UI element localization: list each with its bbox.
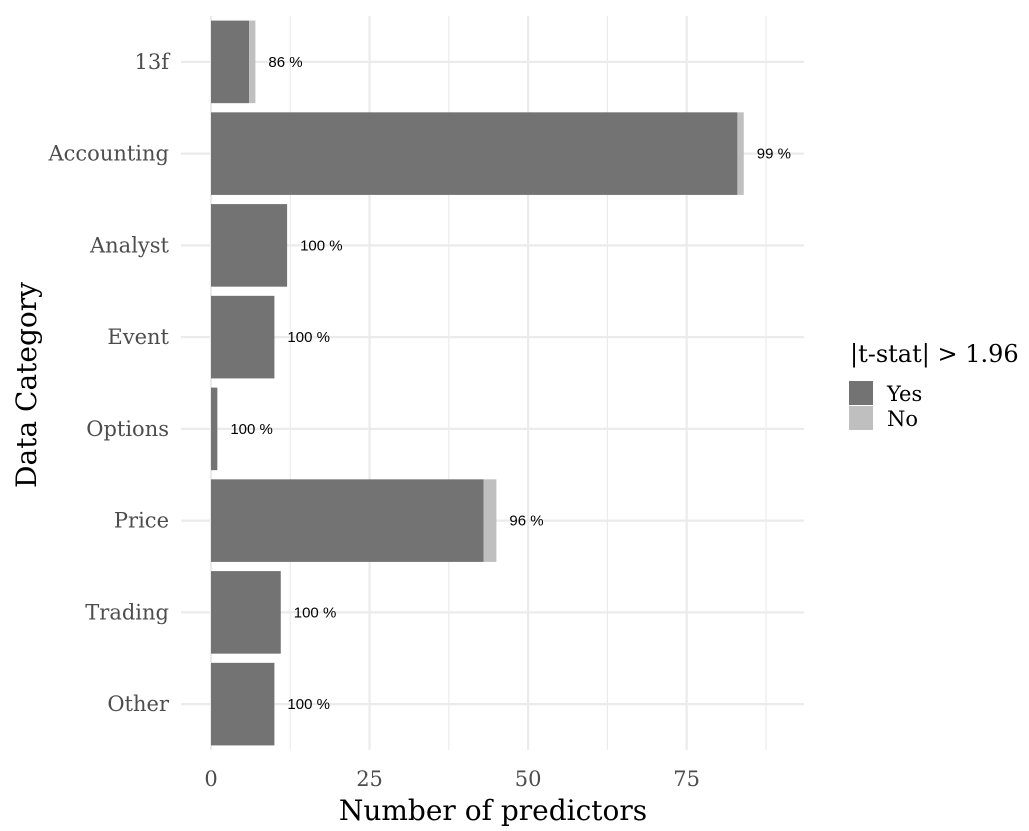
legend: |t-stat| > 1.96 Yes No xyxy=(849,340,1019,431)
legend-label-no: No xyxy=(887,407,918,431)
y-axis-title: Data Category xyxy=(10,282,43,488)
data-label-price: 96 % xyxy=(509,513,543,530)
data-label-other: 100 % xyxy=(287,696,330,713)
data-label-analyst: 100 % xyxy=(300,237,343,254)
y-tick-label-accounting: Accounting xyxy=(47,142,169,166)
bar-yes-options xyxy=(211,387,218,471)
legend-key-no xyxy=(849,406,873,430)
bars xyxy=(211,20,744,746)
data-label-13f: 86 % xyxy=(268,54,302,71)
legend-key-yes xyxy=(849,381,873,405)
data-label-trading: 100 % xyxy=(294,604,337,621)
bar-yes-13f xyxy=(211,20,250,104)
y-tick-label-13f: 13f xyxy=(135,50,172,74)
y-tick-label-event: Event xyxy=(107,325,169,349)
x-axis-title: Number of predictors xyxy=(339,794,647,827)
legend-title: |t-stat| > 1.96 xyxy=(850,340,1019,369)
data-label-options: 100 % xyxy=(230,421,273,438)
bar-yes-price xyxy=(211,479,484,562)
bar-no-13f xyxy=(249,20,256,104)
y-tick-label-options: Options xyxy=(86,417,169,441)
y-tick-label-trading: Trading xyxy=(85,600,169,624)
data-label-event: 100 % xyxy=(287,329,330,346)
bar-no-accounting xyxy=(737,112,744,195)
data-labels: 86 % 99 % 100 % 100 % 100 % 96 % 100 % 100 % xyxy=(230,54,791,713)
y-tick-label-price: Price xyxy=(114,509,169,533)
data-label-accounting: 99 % xyxy=(757,146,791,163)
legend-label-yes: Yes xyxy=(886,382,922,406)
y-tick-label-analyst: Analyst xyxy=(89,233,170,257)
bar-yes-event xyxy=(211,295,275,379)
y-tick-labels: 13f Accounting Analyst Event Options Price Tra… xyxy=(47,50,171,716)
y-tick-label-other: Other xyxy=(107,692,170,716)
bar-yes-analyst xyxy=(211,204,288,287)
x-tick-label-75: 75 xyxy=(673,767,700,791)
x-tick-label-50: 50 xyxy=(515,767,542,791)
x-tick-label-25: 25 xyxy=(356,767,383,791)
bar-no-price xyxy=(483,479,497,562)
bar-yes-accounting xyxy=(211,112,738,195)
x-tick-labels: 0 25 50 75 xyxy=(204,767,700,791)
x-tick-label-0: 0 xyxy=(204,767,217,791)
bar-yes-trading xyxy=(211,571,281,654)
bar-yes-other xyxy=(211,662,275,746)
